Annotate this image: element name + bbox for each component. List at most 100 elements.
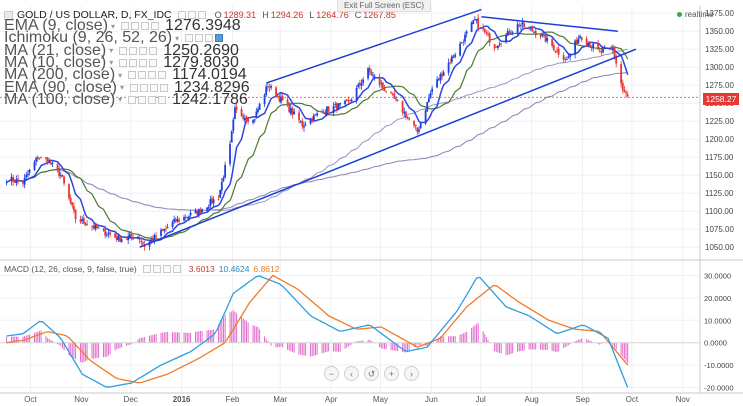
symbol-compare-icon[interactable] [197, 11, 206, 19]
indicator-settings-icon[interactable] [128, 95, 137, 104]
macd-visibility-icon[interactable] [152, 265, 161, 273]
candle [413, 120, 415, 128]
macd-signal-value: 10.4624 [218, 264, 250, 274]
indicator-visibility-icon[interactable] [139, 83, 148, 92]
candle [155, 232, 158, 240]
candle [311, 116, 314, 124]
indicator-more-icon[interactable] [159, 83, 168, 92]
candle-body [299, 121, 302, 123]
candle [28, 168, 31, 176]
candle [587, 41, 590, 47]
indicator-remove-icon[interactable] [141, 22, 150, 30]
indicator-remove-icon[interactable] [148, 95, 157, 104]
indicator-more-icon[interactable] [149, 58, 158, 67]
candle-body [367, 68, 369, 79]
indicator-menu-icon[interactable]: ▾ [119, 83, 124, 92]
indicator-settings-icon[interactable] [128, 71, 137, 80]
candle [276, 95, 279, 98]
indicator-visibility-icon[interactable] [138, 95, 147, 104]
candle [556, 46, 558, 54]
indicator-menu-icon[interactable]: ▾ [109, 58, 114, 68]
collapse-legend-icon[interactable] [4, 10, 13, 20]
indicator-more-icon[interactable] [158, 95, 167, 104]
indicator-row[interactable]: Ichimoku (9, 26, 52, 26) ▾ [4, 29, 229, 46]
candle-body [286, 99, 289, 104]
indicator-menu-icon[interactable]: ▾ [118, 70, 123, 80]
candle-body [105, 234, 108, 236]
candle-body [35, 157, 38, 162]
indicator-settings-icon[interactable] [121, 22, 130, 30]
indicator-row[interactable]: MA (21, close) ▾ 1250.2690 [4, 42, 239, 59]
indicator-remove-icon[interactable] [139, 46, 148, 55]
ema-90-line [6, 48, 628, 212]
indicator-row[interactable]: MA (200, close) ▾ 1174.0194 [4, 66, 247, 83]
indicator-menu-icon[interactable]: ▾ [175, 33, 180, 43]
candle-body [358, 82, 361, 86]
indicator-more-icon[interactable] [215, 34, 224, 43]
candle-body [74, 209, 77, 220]
candle [506, 28, 509, 37]
indicator-row[interactable]: MA (100, close) ▾ 1242.1786 [4, 91, 248, 108]
candle [10, 173, 13, 186]
indicator-row[interactable]: MA (10, close) ▾ 1279.8030 [4, 54, 239, 71]
candle [557, 44, 560, 58]
indicator-visibility-icon[interactable] [138, 71, 147, 80]
candle [327, 106, 330, 116]
indicator-row[interactable]: EMA (9, close) ▾ 1276.3948 [4, 17, 241, 34]
candle-body [381, 82, 384, 88]
indicator-menu-icon[interactable]: ▾ [118, 95, 123, 105]
scroll-right-button[interactable]: › [404, 366, 419, 381]
candle [462, 39, 465, 46]
macd-y-tick-label: -20.0000 [704, 384, 734, 393]
candle-body [276, 95, 279, 97]
indicator-visibility-icon[interactable] [129, 46, 138, 55]
indicator-more-icon[interactable] [151, 22, 160, 30]
indicator-remove-icon[interactable] [205, 34, 214, 43]
indicator-visibility-icon[interactable] [131, 22, 140, 30]
candle [140, 237, 143, 246]
candle [91, 225, 93, 231]
candle-body [347, 99, 350, 102]
macd-settings-icon[interactable] [142, 265, 151, 273]
indicator-settings-icon[interactable] [185, 34, 194, 43]
macd-remove-icon[interactable] [162, 265, 171, 273]
indicator-remove-icon[interactable] [148, 71, 157, 80]
indicator-settings-icon[interactable] [119, 58, 128, 67]
exit-fullscreen-hint[interactable]: Exit Full Screen (ESC) [337, 0, 432, 12]
indicator-menu-icon[interactable]: ▾ [109, 46, 114, 56]
symbol-visibility-icon[interactable] [187, 11, 196, 19]
indicator-settings-icon[interactable] [129, 83, 138, 92]
indicator-remove-icon[interactable] [139, 58, 148, 67]
reset-button[interactable]: ↺ [364, 366, 379, 381]
zoom-in-icon: + [388, 369, 395, 379]
indicator-more-icon[interactable] [149, 46, 158, 55]
candle-body [22, 181, 24, 184]
zoom-out-button[interactable]: − [324, 366, 339, 381]
candle [13, 178, 16, 184]
candle-body [554, 51, 557, 52]
indicator-row[interactable]: EMA (90, close) ▾ 1234.8296 [4, 79, 250, 96]
indicator-settings-icon[interactable] [119, 46, 128, 55]
candle [551, 36, 554, 48]
symbol-settings-icon[interactable] [177, 11, 186, 19]
candle-body [38, 157, 41, 159]
indicator-remove-icon[interactable] [149, 83, 158, 92]
macd-more-icon[interactable] [172, 265, 181, 273]
indicator-more-icon[interactable] [158, 71, 167, 80]
candle [161, 228, 164, 232]
candle [165, 225, 167, 233]
zoom-in-button[interactable]: + [384, 366, 399, 381]
candle-body [56, 164, 59, 170]
indicator-visibility-icon[interactable] [195, 34, 204, 43]
scroll-left-button[interactable]: ‹ [344, 366, 359, 381]
candle-body [574, 40, 577, 55]
candle [301, 117, 304, 130]
candle [419, 122, 422, 130]
candle-body [48, 161, 51, 163]
candle [291, 106, 294, 119]
indicator-menu-icon[interactable]: ▾ [111, 21, 116, 31]
indicator-visibility-icon[interactable] [129, 58, 138, 67]
candle [153, 233, 156, 245]
candle-body [533, 32, 535, 33]
